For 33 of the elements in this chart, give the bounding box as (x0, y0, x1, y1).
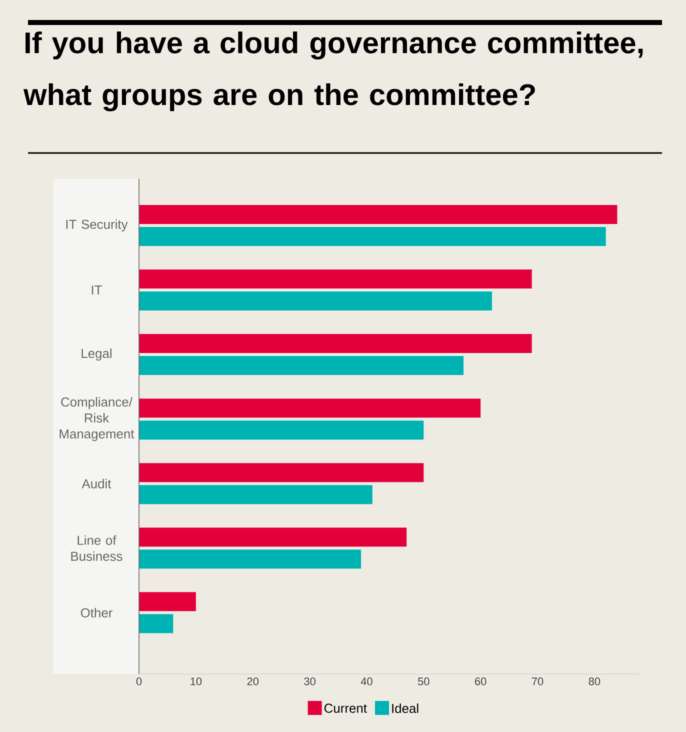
bar (139, 528, 407, 547)
bar (139, 550, 362, 569)
x-tick-label: 10 (190, 678, 202, 686)
x-tick-label: 50 (418, 678, 430, 686)
y-tick-label: Compliance/ Risk Management (60, 397, 134, 442)
legend-label: Ideal (392, 703, 418, 714)
x-tick-label: 30 (304, 678, 316, 686)
x-tick-label: 20 (247, 678, 259, 686)
y-tick-label: Audit (82, 478, 112, 488)
x-tick-label: 60 (475, 678, 486, 686)
bar (139, 356, 464, 376)
bar (139, 398, 481, 418)
x-tick-label: 0 (136, 678, 142, 686)
bar (139, 463, 424, 482)
bar (139, 226, 606, 246)
y-tick-label: Other (80, 608, 112, 618)
bar (139, 592, 196, 612)
bar (139, 334, 532, 354)
y-tick-label: IT (92, 286, 102, 294)
y-tick-label: Line of Business (71, 535, 122, 561)
bar (139, 204, 618, 224)
bar (139, 270, 532, 288)
y-tick-label: IT Security (66, 219, 128, 232)
bar (139, 292, 492, 310)
y-tick-label: Legal (82, 348, 112, 361)
bar (139, 614, 174, 634)
x-tick-label: 70 (532, 678, 544, 686)
chart-title: If you have a cloud governance committee, what groups are on the committee? (23, 32, 643, 112)
bar (139, 420, 424, 440)
x-tick-label: 40 (360, 678, 372, 686)
bar (139, 485, 372, 504)
x-tick-label: 80 (588, 678, 600, 686)
legend-label: Current (324, 704, 367, 713)
